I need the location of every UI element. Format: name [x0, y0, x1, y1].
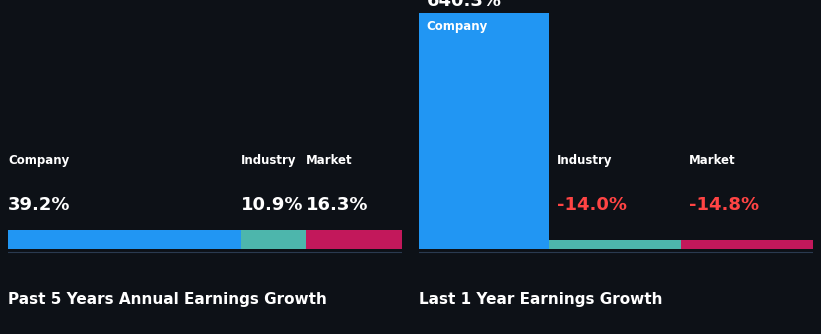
Text: Company: Company — [8, 154, 70, 167]
Text: Company: Company — [427, 20, 488, 33]
Bar — [681, 240, 813, 249]
Text: Market: Market — [689, 154, 736, 167]
Bar — [8, 230, 241, 249]
Text: -14.8%: -14.8% — [689, 196, 759, 214]
Text: -14.0%: -14.0% — [557, 196, 626, 214]
Bar — [241, 230, 305, 249]
Text: Market: Market — [305, 154, 352, 167]
Text: 39.2%: 39.2% — [8, 196, 71, 214]
Text: Industry: Industry — [557, 154, 612, 167]
Bar — [548, 240, 681, 249]
Text: 10.9%: 10.9% — [241, 196, 304, 214]
Text: Last 1 Year Earnings Growth: Last 1 Year Earnings Growth — [419, 292, 663, 307]
Bar — [305, 230, 402, 249]
Bar — [419, 13, 548, 249]
Text: 16.3%: 16.3% — [305, 196, 368, 214]
Text: 640.3%: 640.3% — [427, 0, 502, 10]
Text: Industry: Industry — [241, 154, 296, 167]
Text: Past 5 Years Annual Earnings Growth: Past 5 Years Annual Earnings Growth — [8, 292, 327, 307]
